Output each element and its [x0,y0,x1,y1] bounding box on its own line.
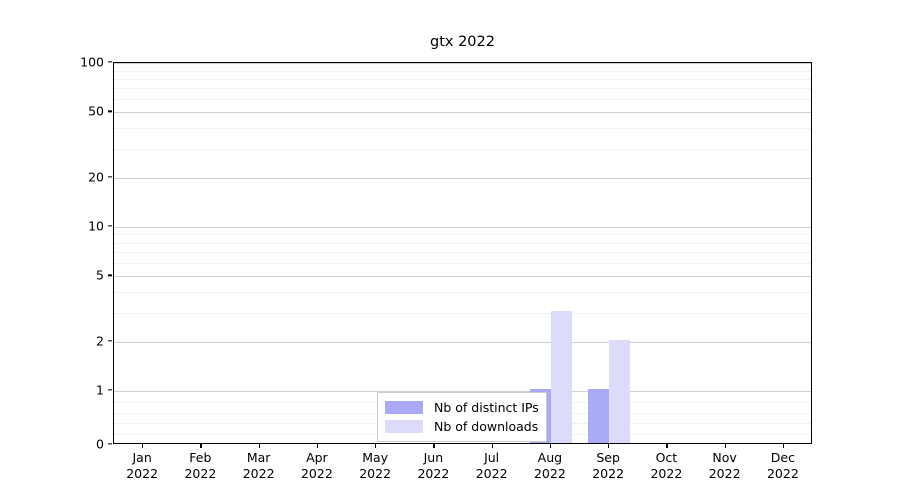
x-tick-month: Feb [189,450,212,465]
gridline-minor [114,78,811,80]
x-tick-mark [375,444,377,448]
x-tick-label: May 2022 [340,450,410,482]
x-tick-label: Jan 2022 [107,450,177,482]
x-tick-label: Oct 2022 [631,450,701,482]
x-tick-year: 2022 [417,466,450,481]
x-tick-month: Sep [596,450,620,465]
x-tick-label: Dec 2022 [748,450,818,482]
x-tick-month: May [362,450,389,465]
x-tick-year: 2022 [184,466,217,481]
legend-item: Nb of downloads [385,417,539,436]
x-tick-month: Dec [770,450,795,465]
y-tick-mark [108,225,112,227]
x-tick-mark [316,444,319,448]
gridline-minor [114,263,811,265]
x-tick-mark [608,444,610,448]
chart-title: gtx 2022 [430,34,495,50]
y-tick-mark [108,274,112,276]
y-tick-mark [108,175,112,178]
x-tick-year: 2022 [242,466,275,481]
y-tick-mark [108,389,112,391]
gridline-minor [114,292,811,294]
x-tick-month: Apr [306,450,328,465]
gridline-major [114,390,811,392]
gridline-major [114,63,811,64]
legend-label: Nb of downloads [434,419,539,434]
legend-label: Nb of distinct IPs [434,400,539,415]
gridline-minor [114,128,811,130]
gridline-minor [114,234,811,236]
x-tick-month: Mar [246,450,271,465]
x-tick-year: 2022 [766,466,799,481]
x-tick-month: Aug [537,450,563,465]
x-tick-label: Jul 2022 [457,450,527,482]
y-tick-label: 10 [88,218,104,234]
gridline-minor [114,88,811,90]
y-tick-mark [108,110,112,113]
x-tick-month: Jun [423,450,444,465]
chart-legend: Nb of distinct IPs Nb of downloads [377,392,547,442]
x-tick-mark [433,444,435,448]
y-tick-label: 50 [88,103,104,119]
gridline-minor [114,70,811,72]
x-tick-mark [724,444,726,448]
x-tick-label: Nov 2022 [690,450,760,482]
x-tick-mark [782,444,785,448]
y-axis: 0 1 2 5 10 20 50 100 [60,56,113,451]
x-tick-year: 2022 [650,466,683,481]
gridline-minor [114,242,811,244]
x-tick-mark [491,444,493,448]
x-tick-year: 2022 [126,466,159,481]
gridline-major [114,112,811,114]
x-tick-label: Sep 2022 [573,450,643,482]
legend-swatch [385,401,423,414]
x-tick-mark [666,444,668,448]
x-tick-month: Oct [655,450,678,465]
plot-area [113,62,812,444]
x-tick-month: Nov [712,450,737,465]
legend-swatch [385,420,423,433]
y-tick-label: 20 [88,169,104,185]
y-tick-label: 100 [80,54,104,70]
x-tick-label: Feb 2022 [165,450,235,482]
gridline-major [114,226,811,228]
x-tick-mark [258,444,260,448]
x-tick-year: 2022 [475,466,508,481]
x-tick-label: Aug 2022 [515,450,585,482]
gridline-major [114,276,811,278]
x-tick-label: Apr 2022 [282,450,352,482]
x-axis: Jan 2022 Feb 2022 Mar 2022 Apr 2022 May 2022 Jun 20… [113,444,812,494]
gridline-minor [114,312,811,314]
x-tick-year: 2022 [533,466,566,481]
x-tick-year: 2022 [708,466,741,481]
legend-item: Nb of distinct IPs [385,398,539,417]
x-tick-year: 2022 [359,466,392,481]
y-tick-label: 2 [96,333,104,349]
y-tick-mark [108,61,112,63]
gridline-minor [114,148,811,150]
gridline-major [114,177,811,179]
bar [550,310,572,443]
x-tick-label: Mar 2022 [224,450,294,482]
y-tick-mark [108,339,112,342]
x-tick-mark [142,444,144,448]
gridline-minor [114,252,811,254]
x-tick-month: Jul [484,450,500,465]
y-tick-label: 0 [96,436,104,452]
bar [588,388,610,443]
x-tick-mark [549,444,552,448]
gridline-minor [114,99,811,101]
x-tick-mark [200,444,202,448]
y-tick-label: 1 [96,382,104,398]
x-tick-year: 2022 [300,466,333,481]
x-tick-month: Jan [132,450,152,465]
bar [609,339,631,443]
y-tick-label: 5 [96,267,104,283]
x-tick-label: Jun 2022 [398,450,468,482]
x-tick-year: 2022 [592,466,625,481]
gridline-major [114,341,811,343]
y-tick-mark [108,443,112,445]
